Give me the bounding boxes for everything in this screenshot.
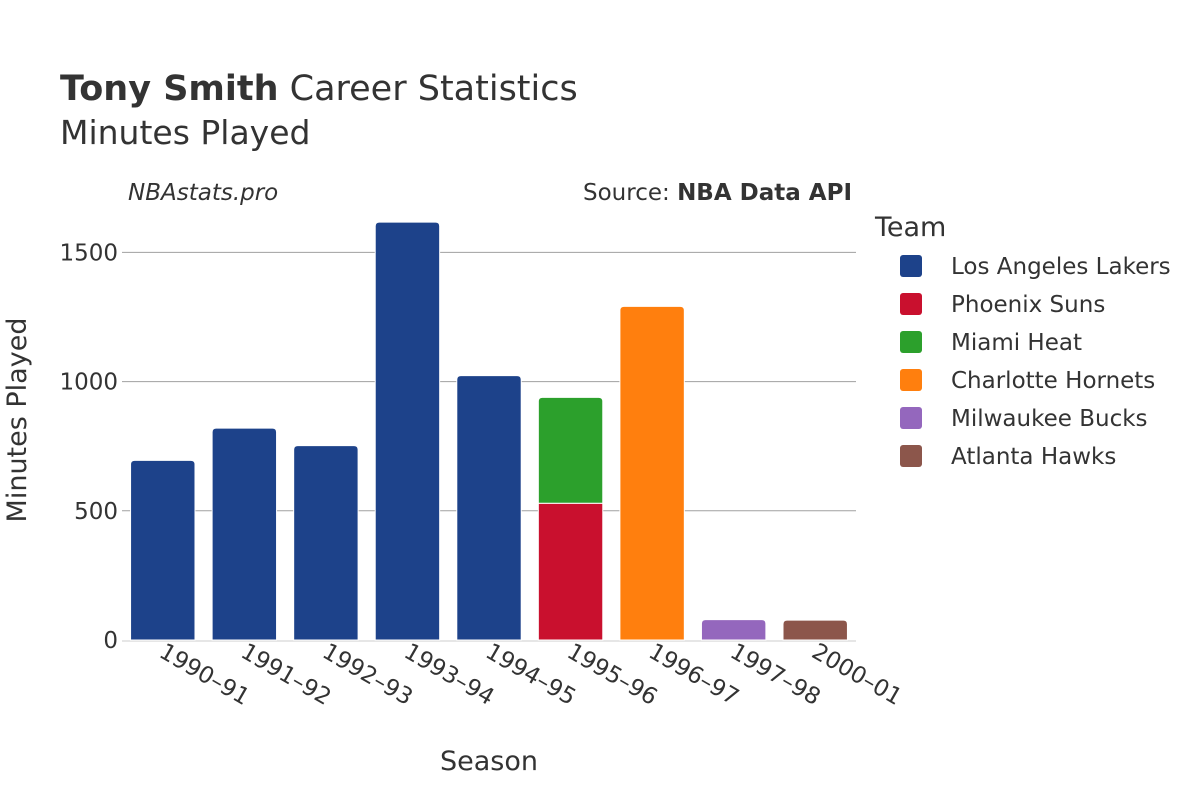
legend-swatch [900, 407, 922, 429]
legend-item-label[interactable]: Charlotte Hornets [951, 368, 1155, 394]
chart-title-rest: Career Statistics [279, 69, 578, 109]
legend-item-label[interactable]: Milwaukee Bucks [951, 406, 1148, 432]
y-axis-ticks: 0 500 1000 1500 [59, 240, 118, 654]
legend-swatch [900, 369, 922, 391]
chart-subtitle: Minutes Played [60, 113, 310, 152]
x-tick-label: 2000–01 [807, 639, 906, 711]
legend-title: Team [874, 212, 946, 243]
chart-title: Tony Smith Career Statistics [60, 69, 578, 109]
chart-title-player: Tony Smith [60, 69, 279, 109]
bar-1992–93-los-angeles-lakers[interactable] [293, 445, 359, 641]
source-credit: Source: NBA Data API [583, 180, 852, 206]
site-credit: NBAstats.pro [128, 180, 278, 206]
bar-1994–95-los-angeles-lakers[interactable] [456, 375, 522, 641]
bars [130, 221, 848, 641]
bar-1991–92-los-angeles-lakers[interactable] [211, 427, 278, 641]
y-tick-label: 1500 [59, 240, 118, 266]
x-tick-label: 1990–91 [155, 639, 254, 711]
x-axis-title: Season [440, 746, 538, 777]
x-tick-label: 1991–92 [236, 639, 335, 711]
source-prefix: Source: [583, 180, 677, 206]
bar-1995–96-miami-heat[interactable] [537, 396, 604, 504]
x-tick-label: 1997–98 [726, 639, 825, 711]
x-axis-ticks: 1990–911991–921992–931993–941994–951995–… [155, 639, 906, 711]
y-tick-label: 1000 [59, 370, 118, 396]
x-tick-label: 1992–93 [318, 639, 417, 711]
legend-item-label[interactable]: Miami Heat [951, 330, 1082, 356]
source-name: NBA Data API [677, 180, 852, 206]
x-tick-label: 1995–96 [563, 639, 662, 711]
legend-swatch [900, 445, 922, 467]
bar-1993–94-los-angeles-lakers[interactable] [374, 221, 441, 641]
legend-swatch [900, 293, 922, 315]
legend-swatch [900, 331, 922, 353]
y-tick-label: 0 [103, 628, 118, 654]
x-tick-label: 1993–94 [399, 639, 498, 711]
legend-item-label[interactable]: Phoenix Suns [951, 292, 1105, 318]
bar-1990–91-los-angeles-lakers[interactable] [130, 459, 196, 641]
bar-1997–98-milwaukee-bucks[interactable] [700, 619, 767, 641]
legend: Los Angeles Lakers Phoenix Suns Miami Heat… [900, 254, 1171, 470]
bar-1995–96-phoenix-suns[interactable] [537, 502, 604, 641]
y-axis-title: Minutes Played [2, 318, 33, 523]
y-tick-label: 500 [74, 499, 118, 525]
x-tick-label: 1996–97 [644, 639, 743, 711]
legend-item-label[interactable]: Los Angeles Lakers [951, 254, 1171, 280]
legend-item-label[interactable]: Atlanta Hawks [951, 444, 1116, 470]
bar-1996–97-charlotte-hornets[interactable] [619, 305, 685, 641]
legend-swatch [900, 255, 922, 277]
x-tick-label: 1994–95 [481, 639, 580, 711]
bar-2000–01-atlanta-hawks[interactable] [782, 619, 848, 641]
